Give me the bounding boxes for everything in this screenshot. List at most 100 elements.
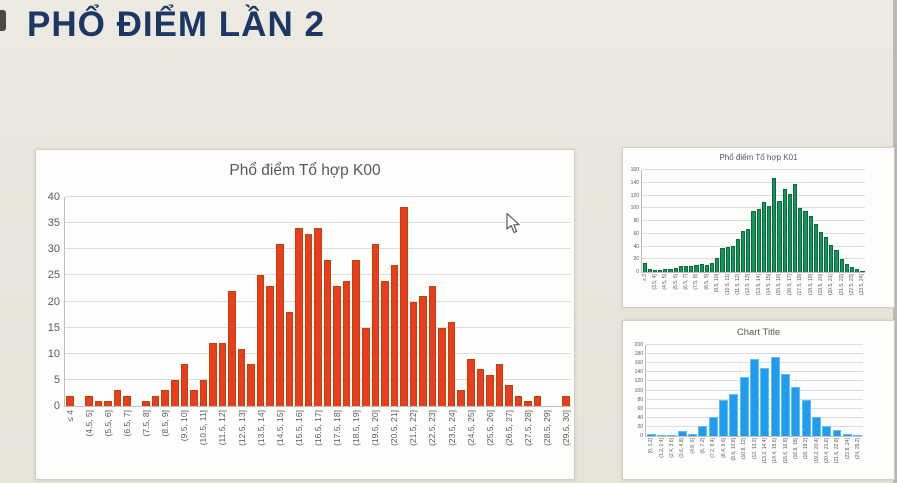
x-axis-category-label: (5.5, 6] [672, 274, 679, 290]
histogram-bar [237, 348, 246, 406]
histogram-bar [323, 259, 332, 406]
histogram-bar [419, 296, 427, 406]
histogram-bar [668, 268, 673, 272]
histogram-bar [524, 400, 532, 406]
x-axis-category-label: (17.5, 18] [797, 274, 804, 296]
histogram-bar [447, 322, 456, 406]
x-axis-category-label: (17.5, 18] [332, 410, 342, 446]
histogram-bar [760, 367, 770, 436]
y-axis-tick-label: 5 [53, 373, 60, 386]
histogram-bar [792, 184, 798, 272]
x-axis-category-label: (15.5, 16] [293, 410, 304, 446]
x-axis-category-label: (13.5, 14] [255, 410, 266, 446]
histogram-bar [770, 357, 780, 436]
histogram-bar [756, 208, 761, 272]
x-axis-category-label: (19.5, 20] [817, 274, 824, 296]
histogram-bar [746, 228, 751, 272]
x-axis-category-label: (13.5, 14] [755, 274, 762, 296]
histogram-bar [409, 301, 418, 406]
histogram-bar [739, 376, 749, 436]
x-axis-category-label: (20.5, 21] [389, 410, 400, 446]
histogram-bar [842, 433, 852, 436]
x-axis-category-label: (13.2, 14.4] [761, 438, 768, 464]
x-axis-category-label: (23.5, 24] [859, 274, 866, 296]
histogram-bar [342, 280, 351, 406]
x-axis-category-label: (10.8, 12] [741, 438, 748, 460]
x-axis-category-label: (21.5, 22] [408, 410, 419, 446]
histogram-bar [304, 233, 313, 406]
histogram-bar [658, 270, 663, 272]
x-axis-category-label: (11.5, 12] [734, 274, 741, 295]
bars-row [65, 197, 571, 406]
histogram-bar [171, 379, 179, 406]
x-axis-category-label: (4.5, 5] [83, 410, 94, 437]
histogram-bar [791, 386, 801, 436]
histogram-bar [678, 266, 683, 272]
x-axis-category-label: (1.2, 2.4] [658, 438, 665, 458]
histogram-bar [844, 263, 849, 272]
x-axis-category-label: (15.5, 16] [776, 274, 783, 296]
y-axis-tick-label: 40 [47, 191, 60, 203]
histogram-bar [673, 267, 678, 272]
histogram-bar [161, 390, 170, 406]
x-axis-category-label: [0, 1.2] [648, 438, 655, 454]
x-axis-category-label: (24, 25.2] [854, 438, 861, 460]
x-axis-category-label: (7.5, 8] [141, 410, 152, 437]
x-axis-category-label: (21.6, 22.8] [834, 438, 841, 464]
histogram-bar [371, 244, 380, 406]
histogram-bar [798, 208, 803, 272]
histogram-bar [709, 263, 715, 272]
histogram-bar [855, 269, 860, 272]
x-axis-category-label: (7.2, 8.4] [710, 438, 717, 458]
histogram-bar [803, 210, 808, 272]
histogram-bar [199, 379, 208, 406]
x-axis-category-label: (25.5, 26] [484, 410, 495, 446]
x-axis-category-label: (22.5, 23] [849, 274, 856, 296]
histogram-bar [495, 364, 504, 406]
gridline [646, 344, 863, 345]
chart-blue-title: Chart Title [736, 327, 781, 338]
histogram-bar [228, 291, 236, 406]
histogram-bar [667, 435, 677, 436]
histogram-bar [684, 266, 689, 272]
gridline [65, 222, 571, 224]
x-axis-category-label: (24.5, 25] [465, 410, 476, 446]
y-axis-tick-label: 160 [634, 360, 643, 367]
y-axis-tick-label: 140 [634, 369, 643, 376]
y-axis-tick-label: 180 [634, 351, 643, 358]
histogram-bar [400, 207, 408, 406]
y-axis-tick-label: 20 [47, 295, 60, 308]
y-axis-tick-label: 15 [47, 321, 60, 334]
gridline [646, 353, 863, 355]
x-axis-category-label: (8.5, 9] [703, 274, 710, 290]
histogram-bar [689, 265, 694, 272]
histogram-bar [715, 257, 720, 272]
y-axis-tick-label: 0 [640, 433, 643, 439]
x-axis-category-label: (16.8, 18] [792, 438, 799, 460]
y-axis-tick-label: 140 [630, 179, 639, 186]
histogram-bar [457, 390, 465, 406]
x-axis-category-label: (5.5, 6] [102, 410, 113, 437]
x-axis-category-label: (3.6, 4.8] [679, 438, 686, 458]
histogram-bar [352, 259, 360, 406]
histogram-bar [151, 395, 160, 406]
y-axis-tick-label: 120 [630, 192, 639, 199]
histogram-bar [642, 263, 647, 272]
histogram-bar [834, 249, 839, 272]
histogram-bar [247, 364, 255, 406]
histogram-bar [735, 238, 741, 272]
histogram-bar [698, 426, 708, 436]
histogram-bar [438, 327, 446, 406]
x-axis-category-label: (29.5, 30] [561, 410, 572, 446]
x-axis-category-label: (28.5, 29] [542, 410, 553, 446]
histogram-bar [767, 206, 772, 272]
histogram-bar [66, 395, 74, 406]
histogram-bar [782, 188, 787, 272]
y-axis-tick-label: 160 [630, 167, 639, 173]
histogram-bar [333, 285, 341, 406]
histogram-bar [647, 268, 652, 272]
histogram-bar [853, 435, 863, 436]
chart-k01-title: Phổ điểm Tổ hợp K01 [719, 153, 798, 162]
histogram-bar [741, 231, 746, 272]
histogram-bar [808, 215, 813, 272]
